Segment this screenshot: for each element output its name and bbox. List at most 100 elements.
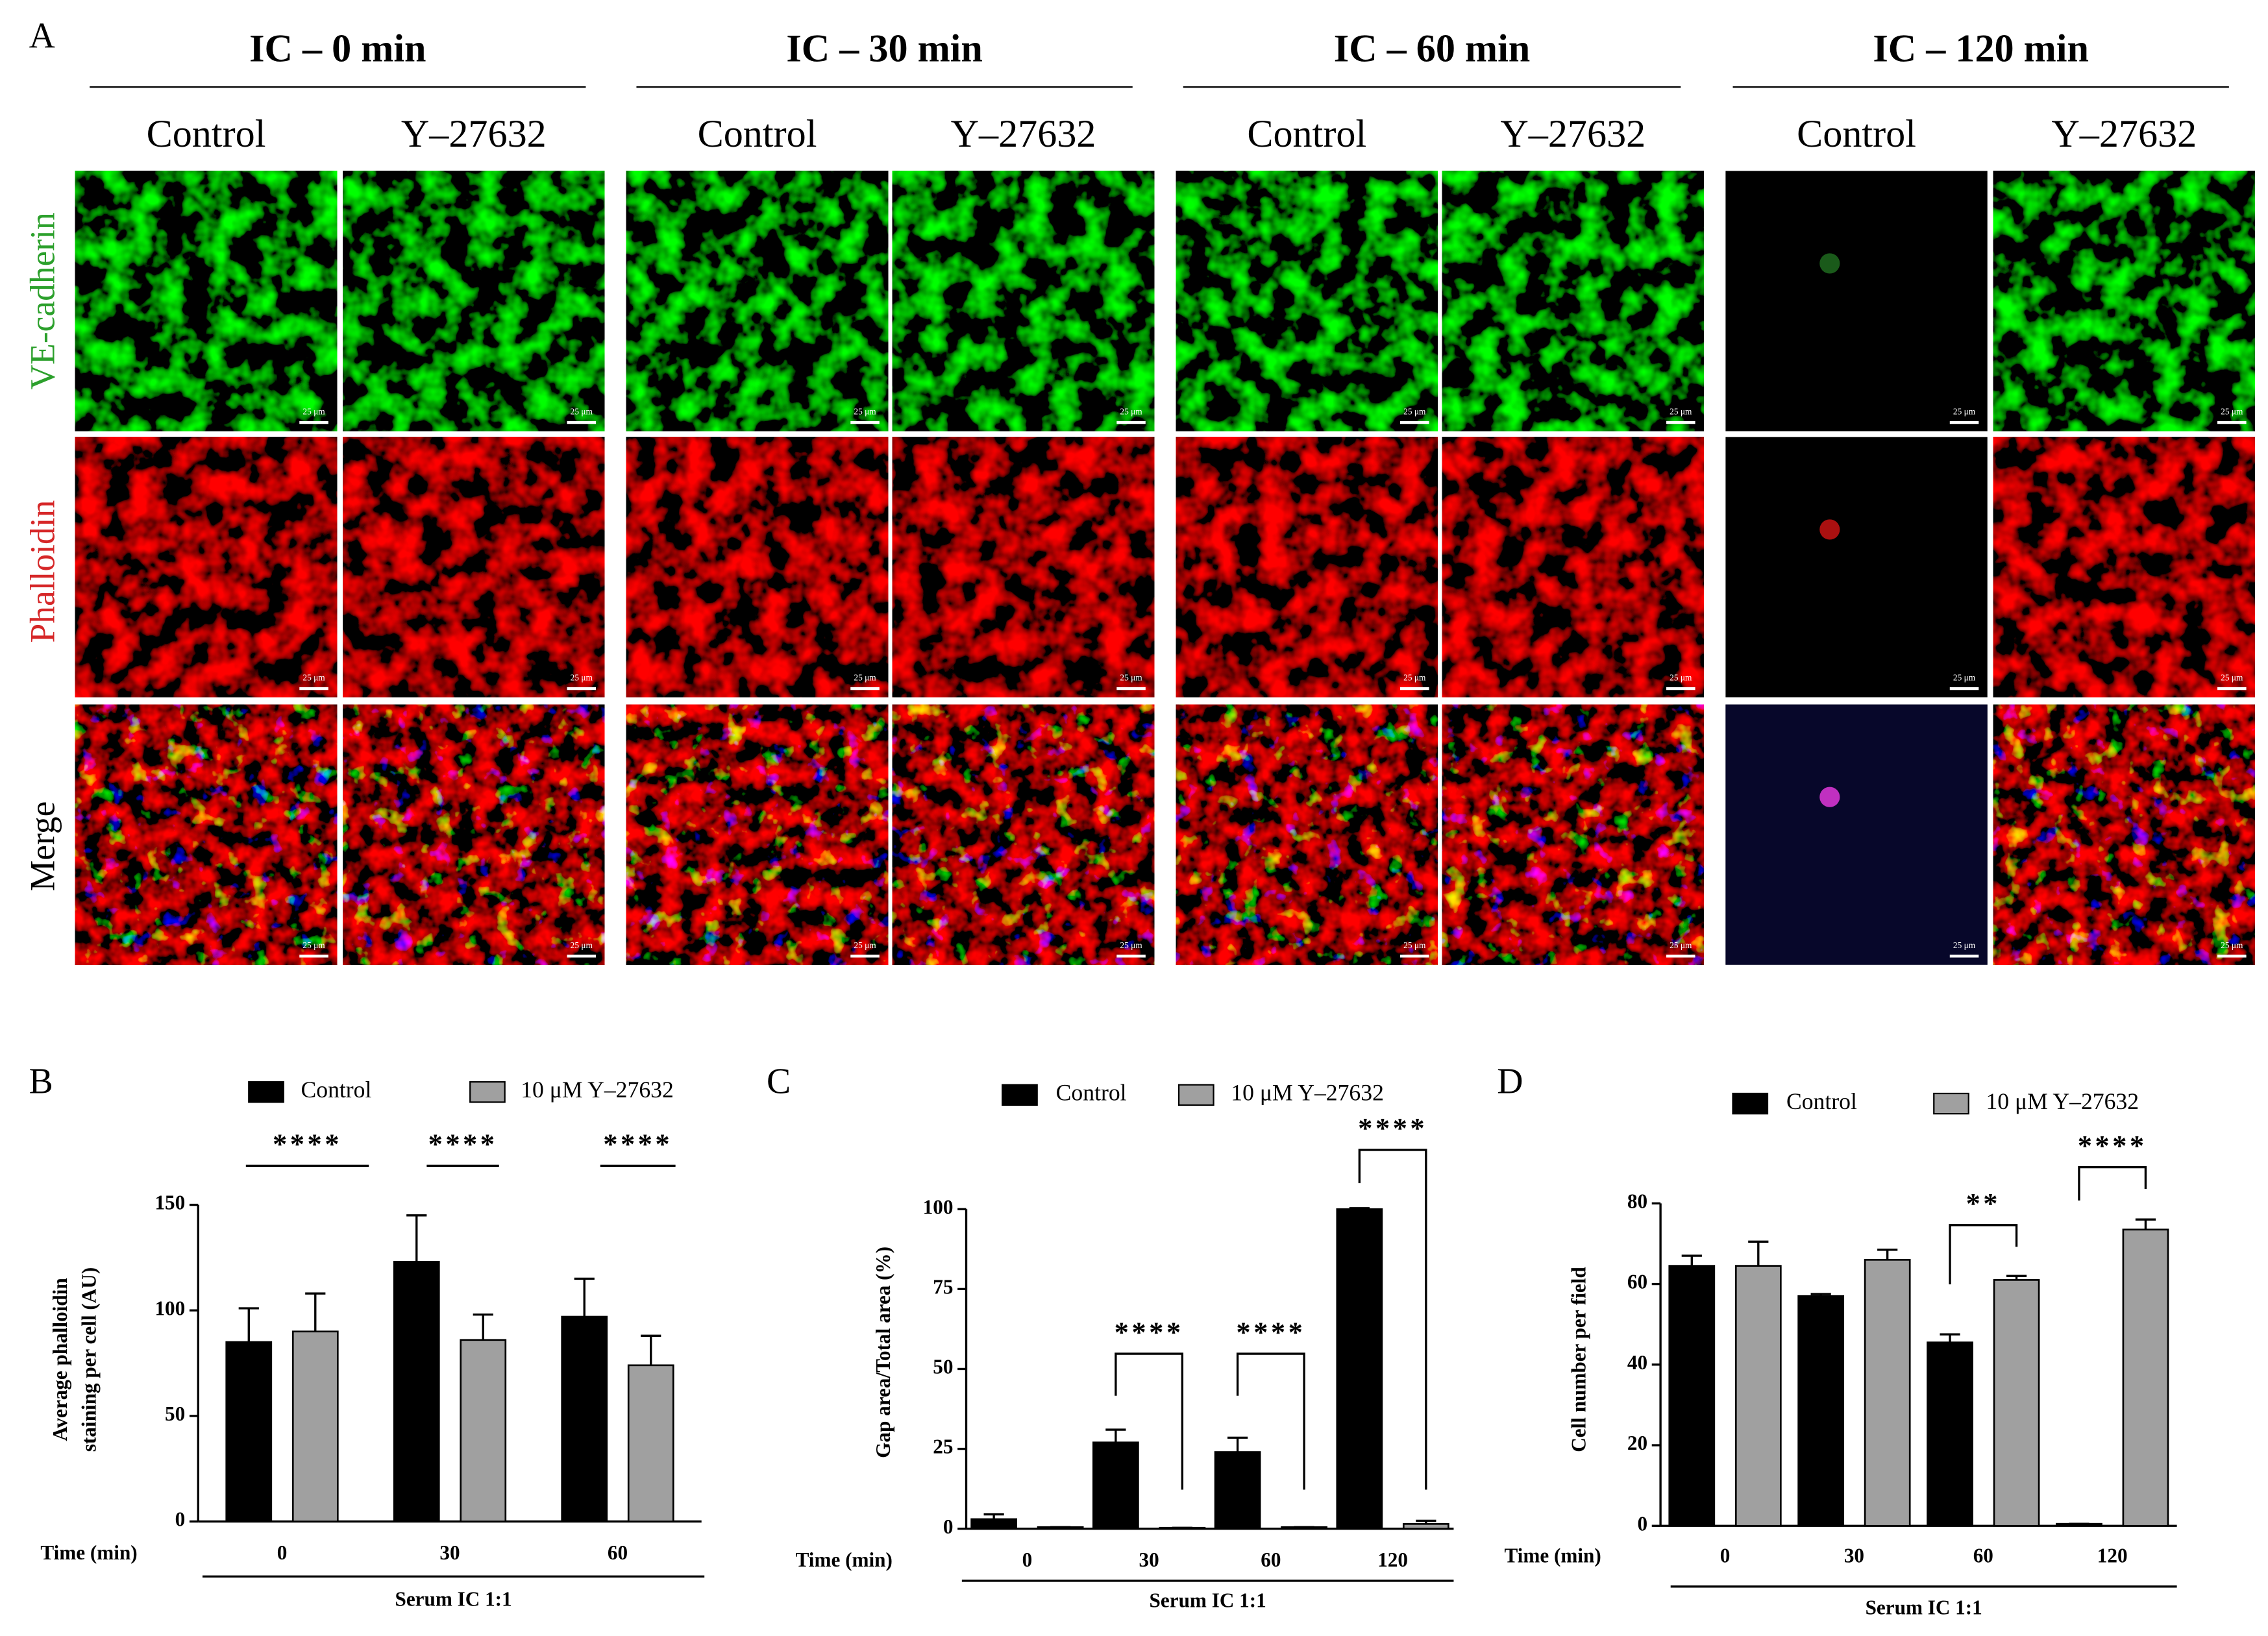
- condition-label: Control: [1247, 112, 1366, 156]
- micrograph: [1176, 704, 1438, 965]
- panel-label: B: [29, 1061, 53, 1101]
- y-axis-label: staining per cell (AU): [78, 1267, 101, 1452]
- legend-swatch: [1732, 1092, 1769, 1115]
- micrograph: [343, 171, 605, 432]
- x-axis-label: Time (min): [1504, 1544, 1601, 1567]
- legend-swatch: [248, 1081, 284, 1103]
- bar: [1214, 1451, 1261, 1530]
- micrograph: [75, 437, 338, 698]
- legend-swatch: [1177, 1084, 1214, 1106]
- scale-bar-label: 25 μm: [854, 673, 876, 683]
- micrograph-base: [1725, 437, 1988, 698]
- scale-bar-label: 25 μm: [1403, 407, 1426, 417]
- micrograph: [75, 704, 338, 965]
- error-bar: [1105, 1428, 1126, 1443]
- legend-label: Control: [1786, 1088, 1857, 1114]
- error-bar: [1416, 1519, 1436, 1524]
- scale-bar-label: 25 μm: [302, 673, 325, 683]
- condition-label: Control: [147, 112, 266, 156]
- scale-bar-label: 25 μm: [1403, 940, 1426, 950]
- y-tick-label: 50: [933, 1356, 953, 1378]
- scale-bar-label: 25 μm: [1670, 673, 1692, 683]
- bar: [1668, 1265, 1716, 1527]
- scale-bar-label: 25 μm: [854, 407, 876, 417]
- legend-label: Control: [301, 1077, 371, 1103]
- micrograph: [1993, 704, 2255, 965]
- scale-bar-label: 25 μm: [571, 940, 593, 950]
- bar: [1092, 1441, 1139, 1530]
- x-tick-label: 120: [1377, 1548, 1408, 1571]
- y-tick-label: 50: [165, 1402, 185, 1425]
- scale-bar-label: 25 μm: [302, 407, 325, 417]
- significance-bracket: [1949, 1224, 2018, 1285]
- bar: [1734, 1265, 1782, 1527]
- condition-label: Y–27632: [401, 112, 547, 156]
- error-bar: [238, 1307, 259, 1343]
- scale-bar-label: 25 μm: [1670, 407, 1692, 417]
- group-label: Serum IC 1:1: [1150, 1589, 1266, 1612]
- x-tick-label: 0: [1022, 1548, 1033, 1571]
- micrograph: [1442, 437, 1704, 698]
- x-tick-label: 0: [277, 1541, 288, 1564]
- panel-label: D: [1497, 1061, 1523, 1101]
- bar: [970, 1518, 1018, 1530]
- micrograph: [1442, 704, 1704, 965]
- y-axis-label: Cell number per field: [1568, 1267, 1590, 1452]
- error-bar: [641, 1334, 661, 1365]
- y-tick-label: 75: [933, 1276, 953, 1299]
- significance-bracket: [1236, 1352, 1305, 1490]
- row-label: Merge: [23, 801, 62, 892]
- scale-bar-label: 25 μm: [1120, 673, 1142, 683]
- error-bar: [1227, 1436, 1248, 1452]
- y-tick-label: 150: [154, 1191, 185, 1214]
- bar: [1927, 1341, 1973, 1527]
- y-axis-label: Gap area/Total area (%): [872, 1247, 894, 1458]
- significance-label: ****: [1115, 1315, 1184, 1348]
- scale-bar-label: 25 μm: [1403, 673, 1426, 683]
- error-bar: [473, 1313, 493, 1340]
- significance-bracket: [1115, 1352, 1184, 1490]
- error-bar: [1349, 1207, 1370, 1210]
- row-label: VE-cadherin: [23, 212, 62, 389]
- micrograph-base: [1725, 171, 1988, 432]
- micrograph: [892, 704, 1155, 965]
- error-bar: [1940, 1333, 1960, 1343]
- column-title: IC – 120 min: [1873, 27, 2089, 70]
- y-tick-label: 20: [1627, 1432, 1647, 1454]
- micrograph: [1176, 437, 1438, 698]
- panel-label: C: [767, 1061, 791, 1101]
- x-axis-label: Time (min): [796, 1548, 893, 1571]
- error-bar: [1681, 1254, 1702, 1266]
- error-bar: [1748, 1240, 1769, 1266]
- cell-remnant: [1819, 519, 1840, 540]
- x-tick-label: 30: [1844, 1544, 1864, 1567]
- bar: [1993, 1279, 2040, 1527]
- micrograph: [626, 437, 889, 698]
- micrograph: [75, 171, 338, 432]
- legend-swatch: [1002, 1084, 1038, 1106]
- error-bar: [305, 1292, 326, 1332]
- y-tick-label: 0: [943, 1515, 954, 1538]
- scale-bar-label: 25 μm: [571, 673, 593, 683]
- micrograph: [1993, 171, 2255, 432]
- legend-swatch: [469, 1081, 506, 1103]
- error-bar: [574, 1277, 595, 1317]
- significance-bracket: [1358, 1149, 1427, 1490]
- bar: [291, 1330, 339, 1522]
- legend-label: 10 μM Y–27632: [521, 1077, 674, 1103]
- y-tick-label: 0: [1637, 1512, 1647, 1535]
- column-title: IC – 30 min: [786, 27, 982, 70]
- y-tick-label: 25: [933, 1435, 953, 1458]
- legend-label: 10 μM Y–27632: [1231, 1079, 1384, 1105]
- y-tick-label: 40: [1627, 1351, 1647, 1374]
- x-tick-label: 30: [1139, 1548, 1159, 1571]
- micrograph: [892, 437, 1155, 698]
- significance-label: ****: [1236, 1315, 1305, 1348]
- row-label: Phalloidin: [23, 500, 62, 643]
- condition-label: Y–27632: [951, 112, 1096, 156]
- condition-label: Y–27632: [2051, 112, 2197, 156]
- condition-label: Y–27632: [1500, 112, 1646, 156]
- group-label: Serum IC 1:1: [1866, 1596, 1982, 1619]
- bar: [627, 1364, 674, 1522]
